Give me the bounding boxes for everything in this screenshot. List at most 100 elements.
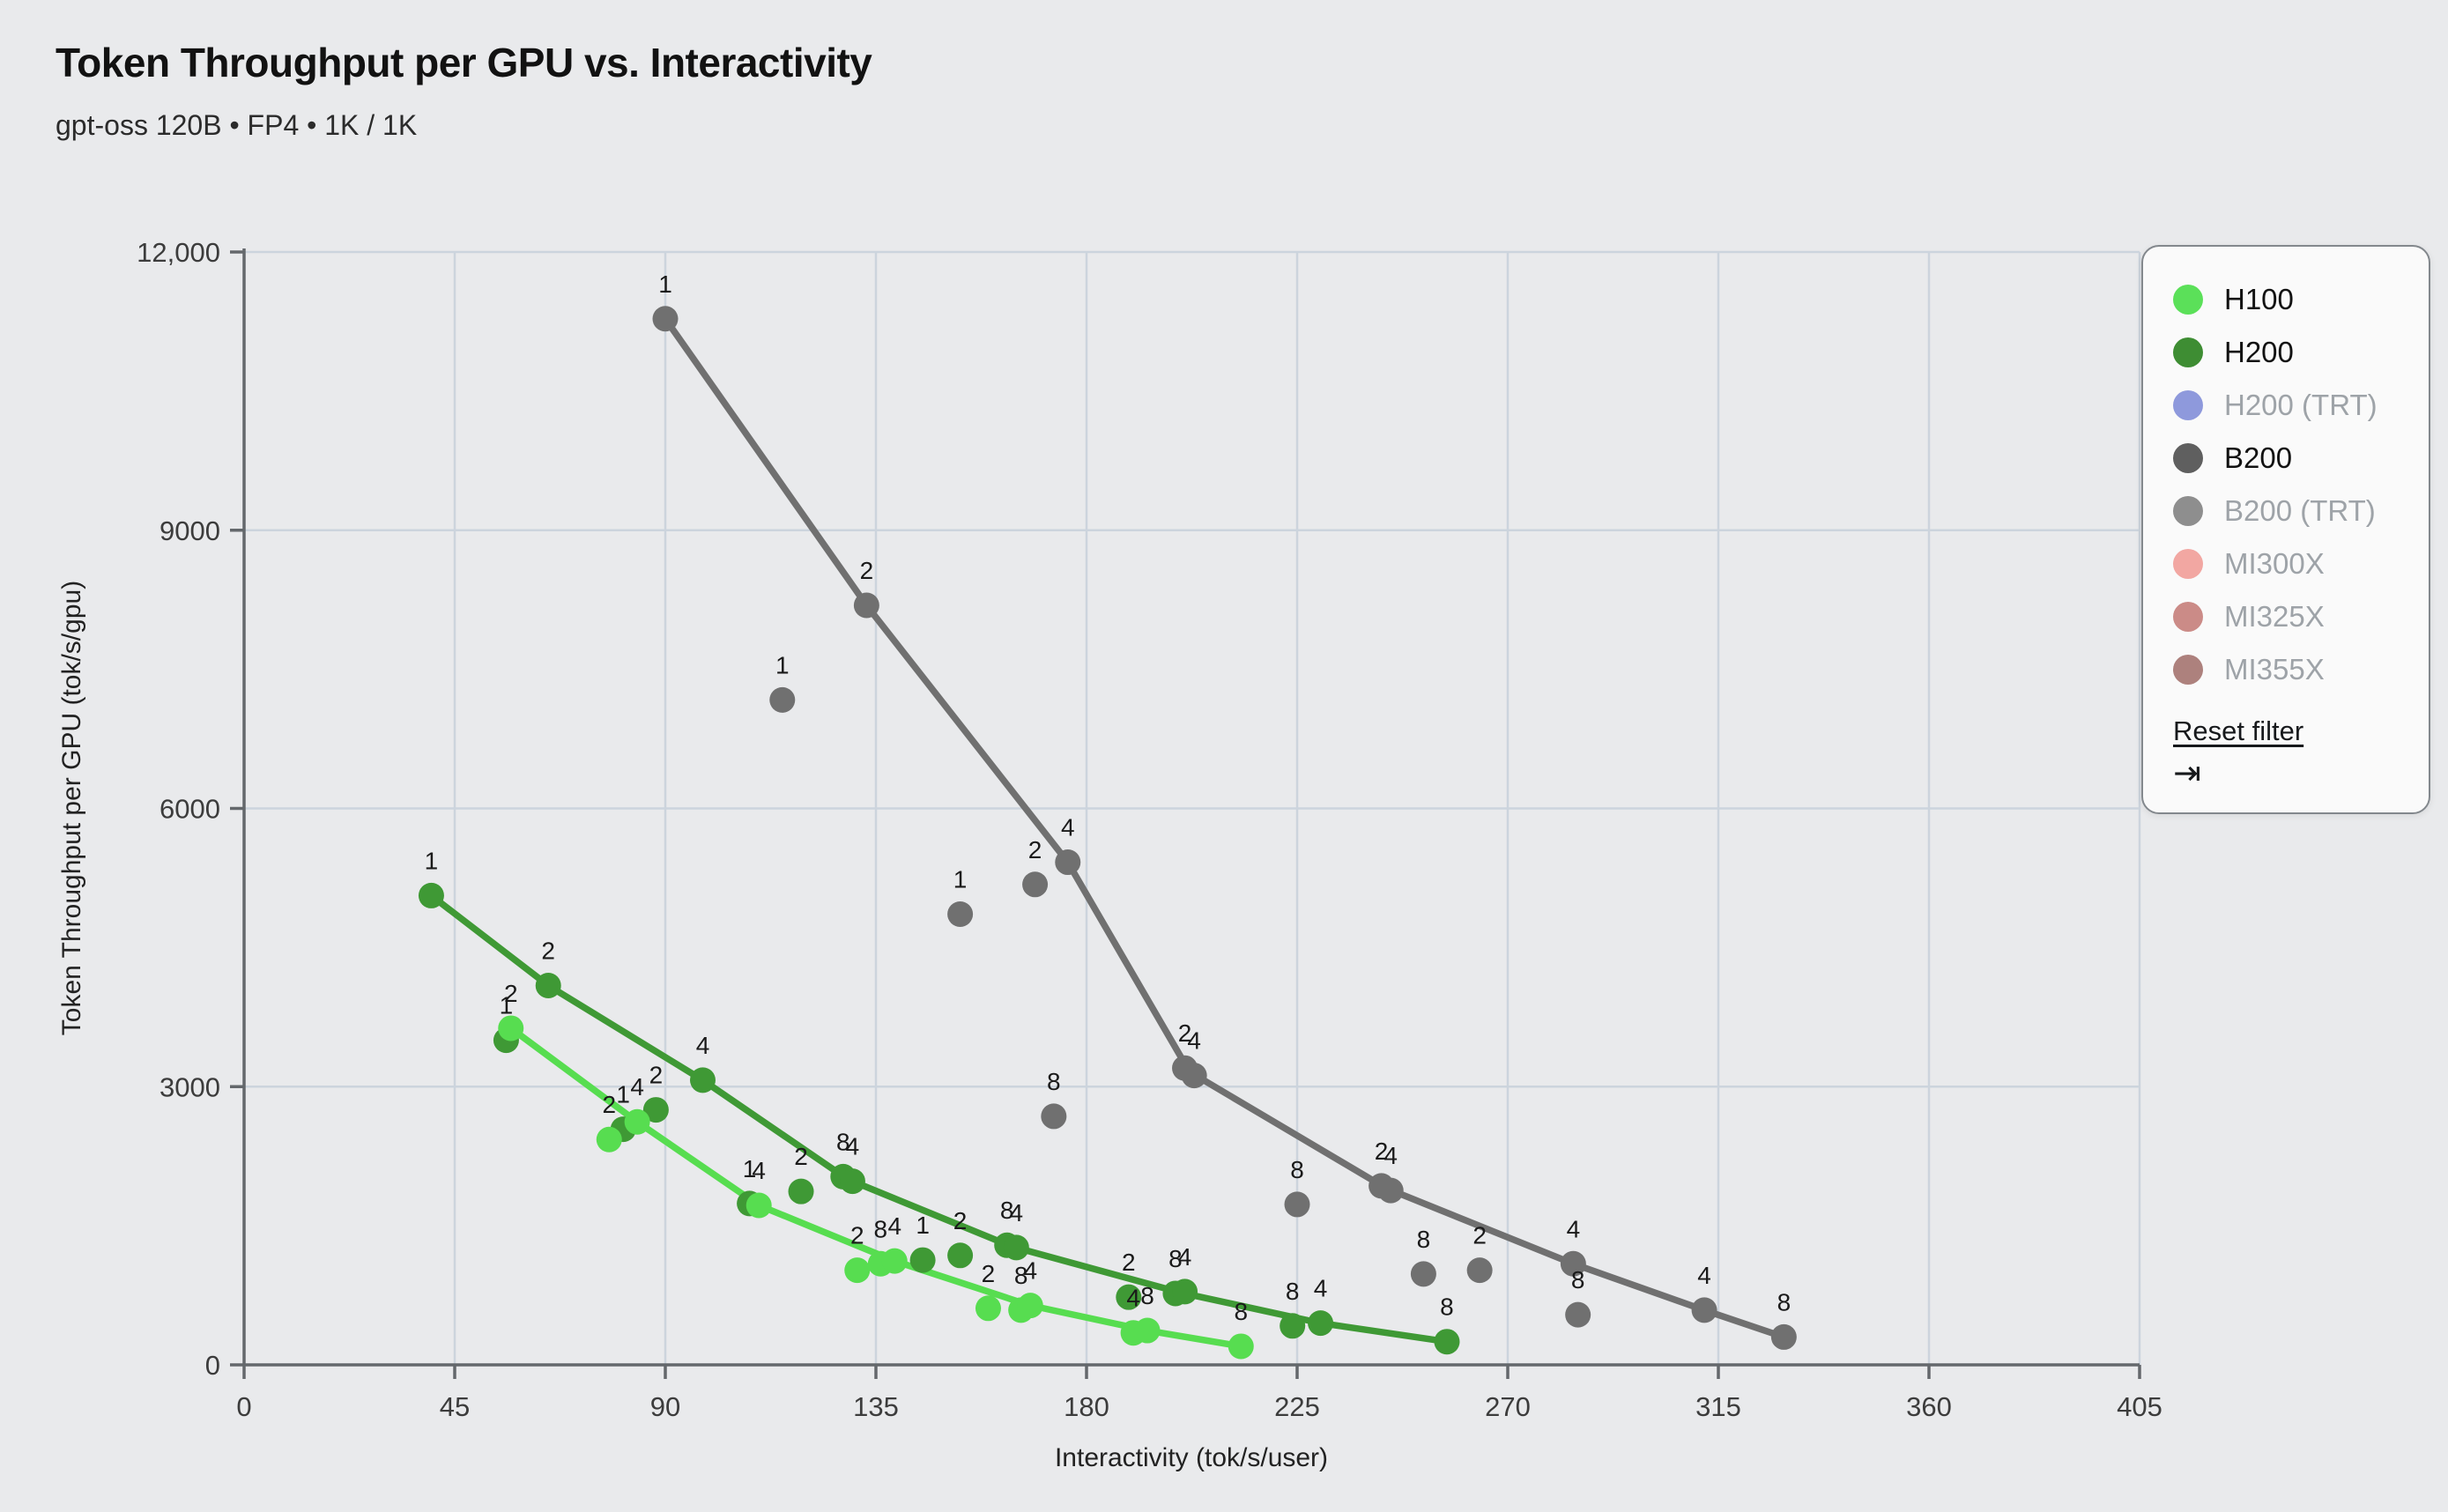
legend-swatch xyxy=(2173,655,2203,685)
legend-swatch xyxy=(2173,549,2203,579)
data-point-h200[interactable] xyxy=(1280,1313,1306,1339)
point-label: 8 xyxy=(1286,1278,1300,1305)
data-point-h100[interactable] xyxy=(1017,1293,1043,1319)
legend-item-b200[interactable]: B200 xyxy=(2173,432,2402,485)
data-point-h200[interactable] xyxy=(839,1168,865,1195)
data-point-b200[interactable] xyxy=(853,592,879,619)
point-label: 1 xyxy=(953,865,968,893)
point-label: 8 xyxy=(1140,1282,1154,1309)
point-label: 8 xyxy=(836,1128,850,1155)
data-point-h100[interactable] xyxy=(1228,1333,1254,1360)
data-point-h100[interactable] xyxy=(498,1015,524,1041)
point-label: 8 xyxy=(1234,1298,1248,1325)
data-point-h200[interactable] xyxy=(1434,1329,1460,1355)
data-point-h100[interactable] xyxy=(596,1126,622,1153)
point-label: 4 xyxy=(630,1073,644,1101)
legend-swatch xyxy=(2173,496,2203,526)
page-subtitle: gpt-oss 120B • FP4 • 1K / 1K xyxy=(56,109,418,141)
legend-item-h200[interactable]: H200 xyxy=(2173,326,2402,379)
data-point-h200[interactable] xyxy=(947,1242,974,1269)
data-point-h100[interactable] xyxy=(746,1192,772,1219)
data-point-h200[interactable] xyxy=(1003,1234,1029,1261)
legend-swatch xyxy=(2173,285,2203,315)
y-tick-label: 12,000 xyxy=(137,237,220,268)
y-tick-label: 0 xyxy=(205,1350,220,1381)
data-point-b200[interactable] xyxy=(947,901,974,927)
point-label: 1 xyxy=(425,847,439,874)
point-label: 2 xyxy=(504,980,518,1007)
point-label: 1 xyxy=(916,1212,930,1239)
data-point-b200[interactable] xyxy=(1410,1261,1436,1287)
data-point-h100[interactable] xyxy=(844,1257,871,1284)
x-tick-label: 225 xyxy=(1274,1391,1320,1422)
point-label: 8 xyxy=(1417,1226,1431,1253)
data-point-b200[interactable] xyxy=(1181,1063,1207,1089)
data-point-h200[interactable] xyxy=(535,973,561,999)
data-point-b200[interactable] xyxy=(1022,871,1049,898)
legend-item-h200-trt[interactable]: H200 (TRT) xyxy=(2173,379,2402,432)
data-point-b200[interactable] xyxy=(1055,849,1081,876)
x-tick-label: 180 xyxy=(1064,1391,1109,1422)
data-point-h100[interactable] xyxy=(624,1108,650,1135)
legend-item-label: MI325X xyxy=(2224,600,2325,633)
data-point-h200[interactable] xyxy=(418,882,444,908)
x-tick-label: 135 xyxy=(853,1391,899,1422)
legend-item-label: B200 xyxy=(2224,441,2293,474)
data-point-h200[interactable] xyxy=(909,1247,936,1273)
x-axis-title: Interactivity (tok/s/user) xyxy=(1054,1443,1329,1472)
data-point-b200[interactable] xyxy=(1377,1177,1404,1204)
legend-item-mi355x[interactable]: MI355X xyxy=(2173,643,2402,696)
y-tick-label: 6000 xyxy=(159,794,220,825)
legend-item-b200-trt[interactable]: B200 (TRT) xyxy=(2173,485,2402,537)
data-point-h200[interactable] xyxy=(1308,1310,1334,1337)
legend-item-mi325x[interactable]: MI325X xyxy=(2173,590,2402,643)
data-point-h100[interactable] xyxy=(881,1248,908,1274)
data-point-b200[interactable] xyxy=(1560,1250,1586,1277)
legend-item-label: H200 (TRT) xyxy=(2224,389,2378,421)
y-tick-label: 9000 xyxy=(159,515,220,546)
point-label: 4 xyxy=(1314,1275,1328,1302)
data-point-b200[interactable] xyxy=(769,686,796,713)
collapse-legend-icon[interactable]: ⇥ xyxy=(2173,753,2201,792)
data-point-h200[interactable] xyxy=(1172,1279,1198,1305)
reset-filter-link[interactable]: Reset filter xyxy=(2173,715,2304,746)
data-point-b200[interactable] xyxy=(1284,1191,1310,1218)
x-tick-label: 405 xyxy=(2117,1391,2162,1422)
legend-panel: H100 H200 H200 (TRT) B200 B200 (TRT) MI300X MI… xyxy=(2141,245,2430,814)
point-label: 8 xyxy=(1047,1068,1061,1095)
point-label: 2 xyxy=(1122,1249,1136,1276)
data-point-b200[interactable] xyxy=(1770,1323,1797,1350)
point-label: 8 xyxy=(1440,1293,1454,1321)
point-label: 4 xyxy=(1187,1027,1201,1055)
data-point-h100[interactable] xyxy=(975,1295,1001,1322)
data-point-h200[interactable] xyxy=(689,1067,716,1093)
point-label: 1 xyxy=(775,651,790,678)
point-label: 1 xyxy=(500,992,514,1019)
data-point-b200[interactable] xyxy=(652,306,679,332)
data-point-h200[interactable] xyxy=(1116,1284,1142,1310)
data-point-b200[interactable] xyxy=(1565,1301,1591,1328)
point-label: 4 xyxy=(752,1157,766,1184)
point-label: 4 xyxy=(1126,1285,1140,1312)
point-label: 2 xyxy=(982,1260,996,1287)
legend-item-mi300x[interactable]: MI300X xyxy=(2173,537,2402,590)
data-point-b200[interactable] xyxy=(1466,1257,1493,1284)
point-label: 4 xyxy=(1061,814,1075,841)
data-point-h200[interactable] xyxy=(642,1097,669,1123)
data-point-h200[interactable] xyxy=(788,1178,814,1204)
data-point-b200[interactable] xyxy=(1691,1297,1717,1323)
point-label: 8 xyxy=(1571,1266,1585,1293)
legend-swatch xyxy=(2173,443,2203,473)
point-label: 1 xyxy=(658,271,672,298)
x-tick-label: 0 xyxy=(236,1391,251,1422)
x-tick-label: 90 xyxy=(650,1391,680,1422)
data-point-b200[interactable] xyxy=(1041,1103,1067,1130)
point-label: 2 xyxy=(1178,1019,1192,1047)
point-label: 4 xyxy=(1023,1257,1037,1285)
legend-item-h100[interactable]: H100 xyxy=(2173,273,2402,326)
point-label: 8 xyxy=(1000,1197,1014,1224)
point-label: 1 xyxy=(743,1155,757,1182)
point-label: 2 xyxy=(541,938,555,965)
data-point-h100[interactable] xyxy=(1134,1317,1161,1344)
